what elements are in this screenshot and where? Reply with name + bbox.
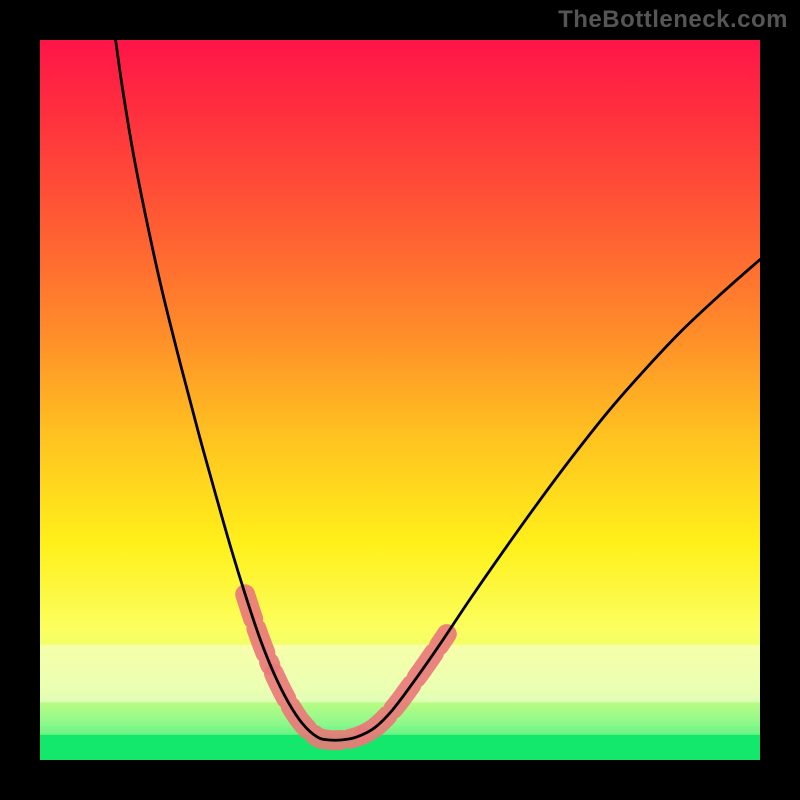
watermark-text: TheBottleneck.com	[558, 6, 788, 34]
chart-stage: TheBottleneck.com	[0, 0, 800, 800]
plot-area	[40, 40, 760, 760]
bottleneck-curve-chart	[0, 0, 800, 800]
bottom-green-band	[40, 735, 760, 760]
